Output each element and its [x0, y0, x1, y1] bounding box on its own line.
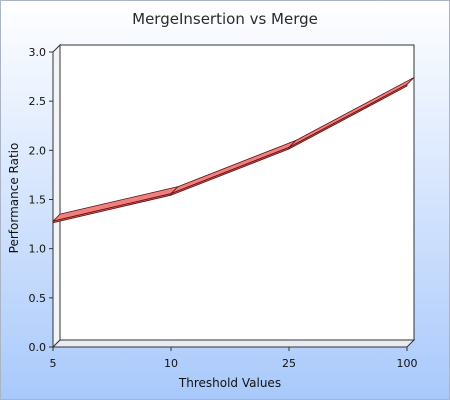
y-tick-label: 0.0 — [29, 341, 47, 354]
y-axis-title: Performance Ratio — [7, 143, 21, 254]
x-tick-label: 25 — [282, 357, 296, 370]
plot-side-wall — [52, 43, 61, 349]
x-tick-label: 100 — [397, 357, 418, 370]
series-layer — [52, 77, 415, 224]
series-ribbon-front — [288, 83, 408, 150]
x-tick-label: 10 — [164, 357, 178, 370]
y-tick-label: 1.5 — [29, 194, 47, 207]
x-axis-title: Threshold Values — [178, 376, 281, 390]
y-tick-label: 3.0 — [29, 46, 47, 59]
plot-back-wall — [59, 44, 415, 341]
plot-floor — [51, 339, 416, 348]
x-ticks: 5 10 25 100 — [50, 347, 418, 370]
y-tick-label: 2.0 — [29, 144, 47, 157]
y-ticks: 0.0 0.5 1.0 1.5 2.0 2.5 3.0 — [29, 46, 53, 354]
y-tick-label: 2.5 — [29, 95, 47, 108]
chart-title: MergeInsertion vs Merge — [132, 10, 318, 28]
x-tick-label: 5 — [50, 357, 57, 370]
y-tick-label: 1.0 — [29, 243, 47, 256]
y-tick-label: 0.5 — [29, 292, 47, 305]
